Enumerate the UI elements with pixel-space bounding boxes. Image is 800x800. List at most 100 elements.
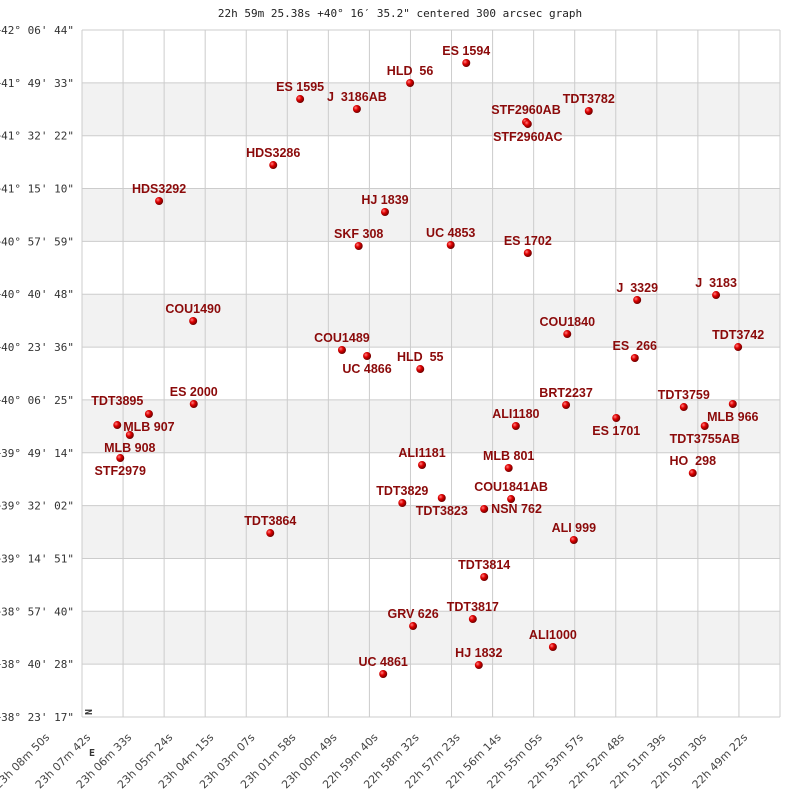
star-point[interactable] (144, 410, 153, 419)
star-marker-group[interactable]: MLB 907 (123, 410, 175, 434)
star-marker-group[interactable]: TDT3742 (712, 328, 764, 352)
y-tick-label: +42° 06' 44" (0, 24, 74, 37)
star-marker-group[interactable]: MLB 801 (483, 449, 534, 473)
star-point[interactable] (296, 95, 305, 104)
star-marker-group[interactable]: ES 1595 (276, 80, 324, 104)
star-marker-group[interactable]: ES 1701 (592, 414, 640, 438)
star-label: ALI 999 (552, 521, 597, 535)
star-marker-group[interactable]: TDT3864 (244, 514, 296, 538)
star-point[interactable] (189, 400, 198, 409)
star-point[interactable] (523, 249, 532, 258)
star-marker-group[interactable]: STF2960AC (493, 119, 563, 144)
star-point[interactable] (189, 317, 198, 326)
star-point[interactable] (116, 454, 125, 463)
star-point[interactable] (352, 105, 361, 114)
star-label: HJ 1839 (361, 193, 408, 207)
star-marker-group[interactable]: MLB 966 (707, 400, 759, 424)
star-marker-group[interactable]: TDT3759 (658, 388, 710, 412)
star-marker-group[interactable]: UC 4853 (426, 226, 475, 250)
star-point[interactable] (584, 107, 593, 116)
star-marker-group[interactable]: HDS3292 (132, 182, 186, 205)
star-marker-group[interactable]: TDT3823 (416, 493, 468, 518)
star-marker-group[interactable]: HO 298 (669, 454, 716, 478)
star-marker-group[interactable]: COU1490 (165, 302, 221, 326)
star-label: TDT3829 (376, 484, 428, 498)
star-point[interactable] (569, 536, 578, 545)
star-marker-group[interactable]: TDT3814 (458, 558, 510, 582)
star-point[interactable] (612, 414, 621, 423)
star-marker-group[interactable]: ES 1702 (504, 234, 552, 258)
star-marker-group[interactable]: HLD 55 (397, 350, 444, 374)
star-marker-group[interactable]: ALI 999 (552, 521, 597, 545)
star-marker-group[interactable]: TDT3829 (376, 484, 428, 508)
star-point[interactable] (480, 505, 489, 514)
star-point[interactable] (468, 615, 477, 624)
star-point[interactable] (633, 295, 642, 304)
star-marker-group[interactable]: TDT3817 (447, 600, 499, 624)
star-marker-group[interactable]: J 3329 (616, 281, 658, 304)
star-label: ES 266 (613, 339, 658, 353)
star-point[interactable] (437, 493, 446, 502)
star-point[interactable] (409, 622, 418, 631)
star-marker-group[interactable]: TDT3895 (91, 394, 143, 430)
star-marker-group[interactable]: ALI1180 (492, 407, 540, 430)
star-point[interactable] (418, 460, 427, 469)
star-point[interactable] (113, 421, 122, 430)
star-point[interactable] (379, 670, 388, 679)
star-point[interactable] (562, 400, 571, 409)
star-marker-group[interactable]: HDS3286 (246, 146, 300, 170)
star-point[interactable] (728, 400, 737, 409)
star-marker-group[interactable]: HJ 1832 (455, 646, 502, 670)
star-point[interactable] (337, 346, 346, 355)
star-point[interactable] (462, 58, 471, 67)
star-marker-group[interactable]: HJ 1839 (361, 193, 409, 217)
star-point[interactable] (398, 499, 407, 508)
star-marker-group[interactable]: ALI1000 (529, 628, 577, 652)
star-point[interactable] (712, 291, 721, 300)
star-point[interactable] (363, 352, 372, 361)
star-label: HDS3286 (246, 146, 300, 160)
star-point[interactable] (688, 469, 697, 478)
star-marker-group[interactable]: COU1841AB (474, 480, 548, 504)
star-point[interactable] (480, 573, 489, 582)
star-marker-group[interactable]: HLD 56 (387, 64, 434, 87)
star-marker-group[interactable]: ES 1594 (442, 44, 490, 67)
star-marker-group[interactable]: J 3186AB (327, 90, 387, 114)
star-point[interactable] (446, 241, 455, 250)
star-point[interactable] (734, 343, 743, 352)
star-point[interactable] (125, 431, 134, 440)
star-marker-group[interactable]: ES 266 (613, 339, 658, 362)
star-marker-group[interactable]: MLB 908 (104, 431, 156, 455)
star-marker-group[interactable]: TDT3755AB (670, 421, 740, 446)
star-point[interactable] (700, 421, 709, 430)
star-point[interactable] (269, 161, 278, 170)
star-marker-group[interactable]: ALI1181 (398, 446, 446, 469)
star-point[interactable] (679, 403, 688, 412)
star-point[interactable] (630, 353, 639, 362)
star-marker-group[interactable]: TDT3782 (563, 92, 615, 116)
star-marker-group[interactable]: COU1489 (314, 331, 370, 355)
star-marker-group[interactable]: STF2979 (95, 454, 146, 478)
star-marker-group[interactable]: GRV 626 (387, 607, 439, 631)
star-point[interactable] (266, 529, 275, 538)
star-marker-group[interactable]: BRT2237 (539, 386, 593, 409)
star-marker-group[interactable]: COU1840 (539, 315, 595, 339)
star-point[interactable] (380, 208, 389, 217)
star-point[interactable] (563, 330, 572, 339)
star-point[interactable] (416, 365, 425, 374)
star-marker-group[interactable]: UC 4861 (359, 655, 408, 679)
star-point[interactable] (474, 661, 483, 670)
star-marker-group[interactable]: NSN 762 (480, 502, 542, 516)
star-point[interactable] (511, 421, 520, 430)
star-point[interactable] (504, 464, 513, 473)
star-marker-group[interactable]: SKF 308 (334, 227, 383, 250)
star-point[interactable] (523, 119, 532, 128)
star-marker-group[interactable]: J 3183 (695, 276, 737, 300)
star-point[interactable] (548, 643, 557, 652)
star-point[interactable] (354, 241, 363, 250)
star-point[interactable] (507, 495, 516, 504)
star-point[interactable] (406, 78, 415, 87)
star-marker-group[interactable]: ES 2000 (170, 385, 218, 409)
star-marker-group[interactable]: UC 4866 (342, 352, 392, 376)
star-point[interactable] (155, 196, 164, 205)
